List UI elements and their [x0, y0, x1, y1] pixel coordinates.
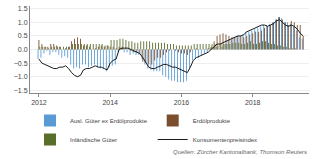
svg-text:0.0: 0.0	[18, 46, 28, 53]
svg-text:2018: 2018	[245, 99, 261, 106]
svg-text:Erdölprodukte: Erdölprodukte	[193, 118, 231, 124]
svg-text:0.5: 0.5	[18, 32, 28, 39]
svg-text:2016: 2016	[174, 99, 190, 106]
svg-text:2012: 2012	[31, 99, 47, 106]
svg-text:Quellen: Zürcher Kantonalbank,: Quellen: Zürcher Kantonalbank, Thomson R…	[173, 149, 307, 155]
svg-text:−1.5: −1.5	[14, 87, 28, 94]
svg-text:−0.5: −0.5	[14, 60, 28, 67]
svg-text:1.5: 1.5	[18, 5, 28, 12]
svg-text:Inländische Güter: Inländische Güter	[70, 137, 117, 143]
svg-text:1.0: 1.0	[18, 19, 28, 26]
svg-text:2014: 2014	[102, 99, 118, 106]
svg-text:−1.0: −1.0	[14, 73, 28, 80]
svg-text:Ausl. Güter ex Erdölprodukte: Ausl. Güter ex Erdölprodukte	[70, 118, 148, 124]
svg-text:Konsumentenpreisindex: Konsumentenpreisindex	[193, 137, 257, 143]
